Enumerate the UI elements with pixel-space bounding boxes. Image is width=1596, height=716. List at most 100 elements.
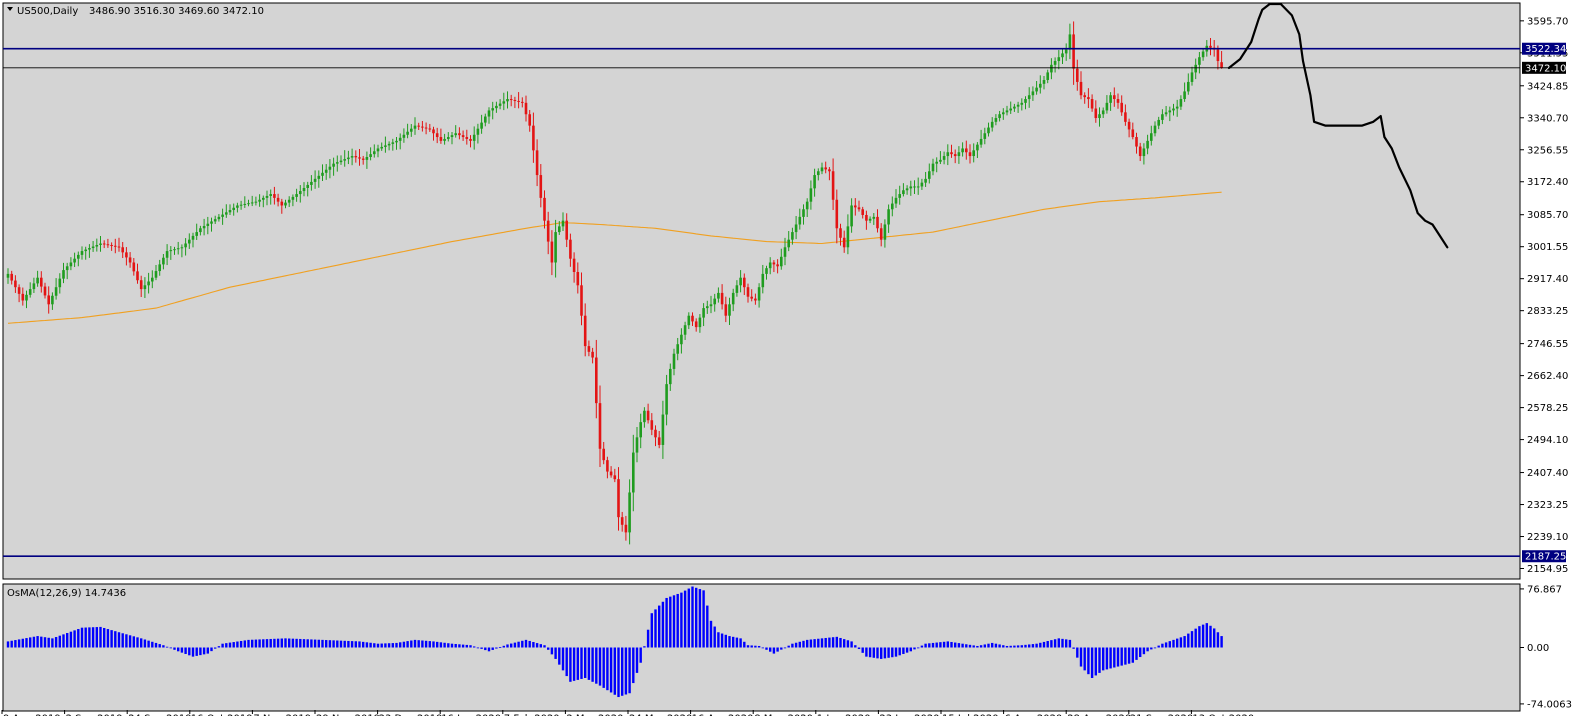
osma-bar — [628, 647, 631, 694]
candle — [1175, 99, 1179, 117]
candle — [961, 142, 964, 157]
osma-bar — [151, 641, 154, 648]
candle-body — [154, 271, 158, 278]
candle — [132, 258, 136, 276]
candle-body — [1157, 119, 1160, 126]
candle-body — [387, 143, 391, 146]
osma-bar — [58, 635, 61, 648]
osma-bar — [683, 590, 687, 648]
candle — [95, 238, 99, 252]
candle-body — [151, 277, 154, 282]
candle — [169, 246, 173, 260]
osma-bar — [798, 641, 801, 648]
candle-body — [447, 137, 450, 139]
candle — [743, 273, 746, 296]
osma-bar — [1153, 647, 1157, 649]
candle-body — [213, 219, 217, 222]
candle — [968, 144, 972, 164]
candle — [143, 277, 147, 299]
candle — [983, 127, 987, 145]
candle — [1094, 100, 1098, 123]
candle-body — [14, 280, 17, 288]
candle — [376, 144, 380, 158]
candle-body — [443, 138, 446, 141]
osma-bar — [380, 643, 383, 648]
forecast-drawing[interactable] — [1227, 2, 1449, 249]
osma-bar — [524, 639, 528, 648]
osma-bar — [188, 647, 191, 656]
candle — [506, 91, 509, 109]
candle — [617, 467, 620, 531]
level-price-tag-label: 2187.25 — [1525, 552, 1566, 563]
freehand-drawing-layer[interactable] — [1227, 2, 1449, 249]
candle — [199, 225, 202, 236]
candle — [343, 150, 346, 167]
osma-bar — [132, 636, 135, 648]
candle — [210, 217, 213, 232]
osma-bar — [184, 647, 187, 654]
candle — [1079, 71, 1083, 100]
candle — [950, 144, 953, 158]
candle-body — [347, 157, 350, 160]
candle-body — [1101, 110, 1105, 115]
candle — [517, 92, 520, 109]
candle — [1105, 95, 1109, 114]
candle — [1187, 73, 1190, 95]
candle-body — [210, 221, 213, 224]
candle — [835, 189, 839, 244]
osma-bar — [954, 642, 957, 648]
candle — [902, 183, 905, 197]
osma-bar — [1220, 636, 1223, 648]
candle — [872, 213, 876, 225]
candle-body — [595, 357, 598, 404]
candle-body — [62, 270, 65, 279]
osma-bar — [654, 609, 657, 648]
osma-bar — [447, 643, 450, 648]
candle-body — [828, 169, 831, 172]
candle — [472, 126, 476, 150]
candle — [898, 185, 901, 205]
osma-bar — [69, 631, 73, 648]
horizontal-lines-layer[interactable] — [3, 47, 1520, 558]
candle — [498, 99, 502, 110]
candle-body — [406, 131, 409, 135]
price-tick-label: 2917.40 — [1527, 274, 1568, 285]
price-panel[interactable] — [2, 2, 1521, 580]
candle-body — [1201, 51, 1205, 58]
osma-bar — [51, 638, 54, 648]
osma-bar — [1042, 641, 1046, 648]
osma-bar — [650, 613, 653, 648]
candle — [25, 290, 28, 309]
candle-body — [780, 256, 783, 267]
osma-bar — [143, 639, 147, 648]
candle — [424, 122, 428, 135]
candle — [676, 337, 679, 361]
candle — [291, 194, 295, 207]
osma-bar — [935, 642, 938, 648]
osma-bar — [876, 647, 879, 659]
candle-body — [1183, 91, 1186, 100]
osma-bar — [140, 638, 143, 648]
price-axis[interactable]: 3595.703511.553424.853340.703256.553172.… — [1520, 16, 1572, 710]
candle — [265, 190, 269, 206]
osma-bar — [994, 643, 998, 648]
candle-body — [805, 201, 809, 210]
candle-body — [539, 175, 543, 198]
osma-bar — [1005, 645, 1009, 648]
level-price-tag — [1522, 42, 1566, 55]
time-axis[interactable]: 9 Aug 2019 2 Sep 2019 24 Sep 201916 Oct 20… — [1, 710, 1254, 716]
candle-body — [891, 203, 894, 210]
candle-body — [239, 204, 243, 206]
candle-body — [728, 304, 731, 316]
osma-bar — [247, 639, 250, 648]
osma-bar — [909, 647, 912, 652]
osma-bar — [861, 647, 864, 653]
candle — [254, 196, 258, 206]
osma-bar — [828, 637, 831, 648]
osma-bar — [232, 642, 235, 648]
candle-body — [883, 224, 887, 240]
candle-body — [831, 171, 835, 200]
chart-menu-triangle-icon[interactable] — [7, 7, 13, 11]
osma-bar — [931, 642, 935, 648]
